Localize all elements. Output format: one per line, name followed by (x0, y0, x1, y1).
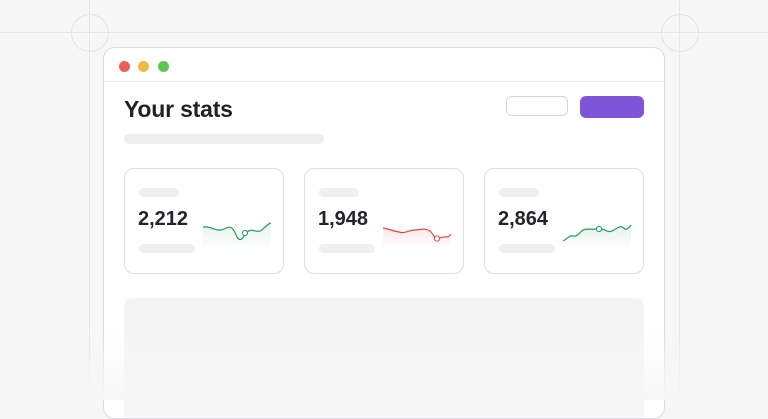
secondary-action-button[interactable] (506, 96, 568, 116)
close-window-dot[interactable] (119, 61, 130, 72)
sparkline-up-icon (202, 222, 272, 249)
sparkline-down-icon (382, 227, 452, 249)
background-guide-line (89, 0, 90, 400)
stat-value: 1,948 (318, 208, 369, 230)
sparkline-up-icon (562, 224, 632, 249)
stat-label-skeleton (319, 188, 359, 197)
background-guide-circle (71, 14, 109, 52)
stat-value: 2,212 (138, 208, 189, 230)
subtitle-skeleton (124, 134, 324, 144)
stat-caption-skeleton (319, 244, 375, 253)
stat-card[interactable]: 2,212 (124, 168, 284, 274)
stat-card[interactable]: 1,948 (304, 168, 464, 274)
maximize-window-dot[interactable] (158, 61, 169, 72)
stat-caption-skeleton (139, 244, 195, 253)
stat-card[interactable]: 2,864 (484, 168, 644, 274)
stat-value: 2,864 (498, 208, 549, 230)
window-titlebar (104, 48, 664, 82)
background-guide-line (0, 32, 768, 33)
content-placeholder (124, 298, 644, 418)
background-guide-line (679, 0, 680, 400)
primary-action-button[interactable] (580, 96, 644, 118)
app-window: Your stats 2,212 1,948 (103, 47, 665, 419)
background-guide-circle (661, 14, 699, 52)
page-title: Your stats (124, 96, 233, 122)
stat-label-skeleton (139, 188, 179, 197)
stat-label-skeleton (499, 188, 539, 197)
stat-caption-skeleton (499, 244, 555, 253)
minimize-window-dot[interactable] (138, 61, 149, 72)
